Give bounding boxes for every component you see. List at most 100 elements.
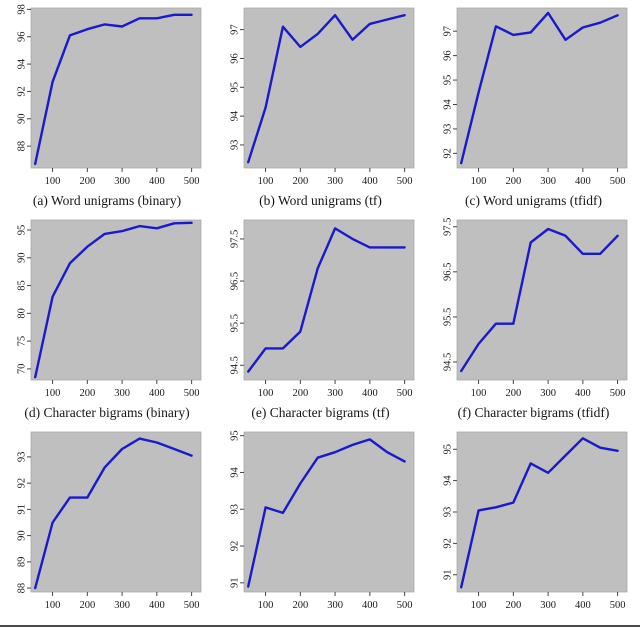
svg-text:93: 93	[230, 140, 241, 151]
svg-text:92: 92	[443, 148, 454, 159]
chart-caption-word-unigrams-tf: (b) Word unigrams (tf)	[259, 193, 382, 208]
svg-text:300: 300	[540, 388, 556, 399]
svg-text:95: 95	[443, 444, 454, 455]
svg-text:92: 92	[230, 541, 241, 552]
svg-text:200: 200	[505, 176, 521, 187]
svg-text:97.5: 97.5	[443, 218, 454, 236]
svg-text:75: 75	[16, 336, 27, 347]
chart-caption-character-bigrams-binary: (d) Character bigrams (binary)	[24, 405, 190, 420]
svg-text:500: 500	[397, 600, 413, 611]
svg-text:88: 88	[16, 141, 27, 152]
svg-text:93: 93	[16, 452, 27, 463]
svg-text:94.5: 94.5	[230, 356, 241, 374]
svg-text:200: 200	[505, 600, 521, 611]
svg-text:94: 94	[230, 466, 241, 477]
svg-text:93: 93	[443, 124, 454, 135]
chart-caption-word-unigrams-binary: (a) Word unigrams (binary)	[32, 193, 182, 208]
svg-text:300: 300	[114, 600, 130, 611]
svg-text:93: 93	[230, 504, 241, 515]
svg-text:97: 97	[443, 26, 454, 37]
line-plot-character-bigrams-binary: 100 200 300 400 500 70 75 80 85 90 95	[16, 219, 201, 399]
chart-panel-character-bigrams-tfidf: 100 200 300 400 500 94.5 95.5 96.5 97.5 (f) Char…	[427, 212, 640, 424]
svg-text:400: 400	[362, 176, 378, 187]
svg-text:95: 95	[443, 75, 454, 86]
svg-text:96: 96	[16, 31, 27, 42]
svg-text:97: 97	[230, 24, 241, 34]
svg-text:500: 500	[610, 176, 626, 187]
svg-text:98: 98	[16, 4, 27, 15]
svg-text:95.5: 95.5	[230, 314, 241, 332]
line-plot-row3-right: 100 200 300 400 500 91 92 93 94 95	[443, 431, 628, 611]
chart-panel-word-unigrams-binary: 100 200 300 400 500 88 90 92 94 96 98 (a) Word uni…	[0, 0, 214, 212]
svg-text:85: 85	[16, 280, 27, 291]
svg-text:400: 400	[575, 388, 591, 399]
svg-text:91: 91	[230, 578, 241, 589]
chart-caption-character-bigrams-tf: (e) Character bigrams (tf)	[251, 405, 390, 420]
page-edge-line	[0, 625, 640, 627]
svg-text:300: 300	[327, 388, 343, 399]
chart-panel-row3-right: 100 200 300 400 500 91 92 93 94 95	[427, 424, 640, 628]
svg-text:100: 100	[258, 176, 274, 187]
chart-panel-word-unigrams-tf: 100 200 300 400 500 93 94 95 96 97 (b) Word unigr…	[214, 0, 427, 212]
svg-text:96.5: 96.5	[230, 272, 241, 290]
svg-text:400: 400	[575, 176, 591, 187]
svg-text:500: 500	[610, 600, 626, 611]
line-plot-row3-left: 100 200 300 400 500 88 89 90 91 92 93	[16, 431, 201, 611]
svg-text:200: 200	[79, 600, 95, 611]
svg-text:500: 500	[610, 388, 626, 399]
chart-panel-character-bigrams-binary: 100 200 300 400 500 70 75 80 85 90 95 (d) Characte…	[0, 212, 214, 424]
svg-text:200: 200	[292, 388, 308, 399]
svg-text:500: 500	[397, 388, 413, 399]
svg-text:88: 88	[16, 583, 27, 594]
svg-text:400: 400	[575, 600, 591, 611]
svg-text:100: 100	[258, 600, 274, 611]
svg-text:300: 300	[540, 600, 556, 611]
svg-text:200: 200	[505, 388, 521, 399]
chart-caption-character-bigrams-tfidf: (f) Character bigrams (tfidf)	[457, 405, 610, 420]
svg-text:97.5: 97.5	[230, 230, 241, 248]
chart-caption-word-unigrams-tfidf: (c) Word unigrams (tfidf)	[465, 193, 602, 208]
svg-text:94: 94	[443, 98, 454, 109]
svg-text:300: 300	[114, 388, 130, 399]
svg-text:200: 200	[292, 176, 308, 187]
svg-text:92: 92	[16, 478, 27, 488]
svg-text:95: 95	[16, 225, 27, 236]
svg-text:400: 400	[148, 388, 164, 399]
svg-text:300: 300	[114, 176, 130, 187]
line-plot-character-bigrams-tf: 100 200 300 400 500 94.5 95.5 96.5 97.5	[230, 219, 415, 399]
svg-text:400: 400	[362, 388, 378, 399]
line-plot-word-unigrams-tf: 100 200 300 400 500 93 94 95 96 97	[230, 7, 415, 187]
svg-text:96.5: 96.5	[443, 263, 454, 281]
svg-text:300: 300	[540, 176, 556, 187]
svg-text:100: 100	[471, 176, 487, 187]
chart-panel-word-unigrams-tfidf: 100 200 300 400 500 92 93 94 95 96 97 (c) Word uni…	[427, 0, 640, 212]
svg-text:400: 400	[148, 600, 164, 611]
line-plot-word-unigrams-tfidf: 100 200 300 400 500 92 93 94 95 96 97	[443, 7, 628, 187]
svg-text:91: 91	[443, 569, 454, 580]
svg-text:100: 100	[44, 600, 60, 611]
svg-text:90: 90	[16, 530, 27, 541]
svg-text:100: 100	[44, 176, 60, 187]
svg-text:100: 100	[258, 388, 274, 399]
svg-text:200: 200	[292, 600, 308, 611]
svg-text:92: 92	[443, 538, 454, 549]
svg-text:90: 90	[16, 114, 27, 125]
svg-text:100: 100	[471, 388, 487, 399]
svg-text:500: 500	[183, 600, 199, 611]
svg-text:400: 400	[148, 176, 164, 187]
line-plot-row3-middle: 100 200 300 400 500 91 92 93 94 95	[230, 430, 415, 611]
svg-text:300: 300	[327, 176, 343, 187]
svg-text:95: 95	[230, 430, 241, 441]
chart-panel-row3-middle: 100 200 300 400 500 91 92 93 94 95	[214, 424, 427, 628]
svg-text:100: 100	[471, 600, 487, 611]
svg-text:70: 70	[16, 364, 27, 375]
chart-panel-row3-left: 100 200 300 400 500 88 89 90 91 92 93	[0, 424, 214, 628]
svg-text:92: 92	[16, 86, 27, 97]
svg-text:100: 100	[44, 388, 60, 399]
svg-text:94: 94	[16, 58, 27, 69]
svg-text:95.5: 95.5	[443, 308, 454, 326]
svg-text:91: 91	[16, 504, 27, 515]
svg-text:200: 200	[79, 176, 95, 187]
svg-text:94.5: 94.5	[443, 353, 454, 371]
